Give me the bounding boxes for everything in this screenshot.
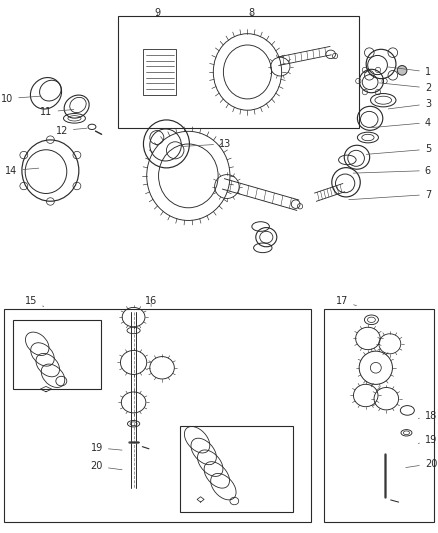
Bar <box>143 50 176 95</box>
Text: 2: 2 <box>379 83 431 93</box>
Text: 20: 20 <box>91 462 122 471</box>
Text: 5: 5 <box>366 144 431 155</box>
Text: 12: 12 <box>56 126 87 135</box>
Text: 7: 7 <box>349 190 431 200</box>
Text: 19: 19 <box>418 435 437 445</box>
Bar <box>4 309 311 522</box>
Text: 6: 6 <box>353 166 431 175</box>
Text: 9: 9 <box>155 9 161 18</box>
Text: 15: 15 <box>25 296 44 306</box>
Bar <box>180 426 293 512</box>
Text: 3: 3 <box>388 99 431 109</box>
Text: 17: 17 <box>336 296 357 306</box>
Text: 4: 4 <box>371 118 431 128</box>
Text: 20: 20 <box>406 459 437 469</box>
Text: 1: 1 <box>388 67 431 77</box>
Text: 8: 8 <box>249 9 255 18</box>
Text: 13: 13 <box>182 139 231 149</box>
Text: 14: 14 <box>5 166 39 175</box>
Bar <box>118 16 359 128</box>
Text: 10: 10 <box>1 94 41 103</box>
Bar <box>324 309 434 522</box>
Text: 18: 18 <box>418 411 437 421</box>
Text: 19: 19 <box>91 443 122 453</box>
Text: 11: 11 <box>40 107 74 117</box>
Ellipse shape <box>397 66 407 75</box>
Bar <box>13 320 101 389</box>
Text: 16: 16 <box>145 296 157 306</box>
